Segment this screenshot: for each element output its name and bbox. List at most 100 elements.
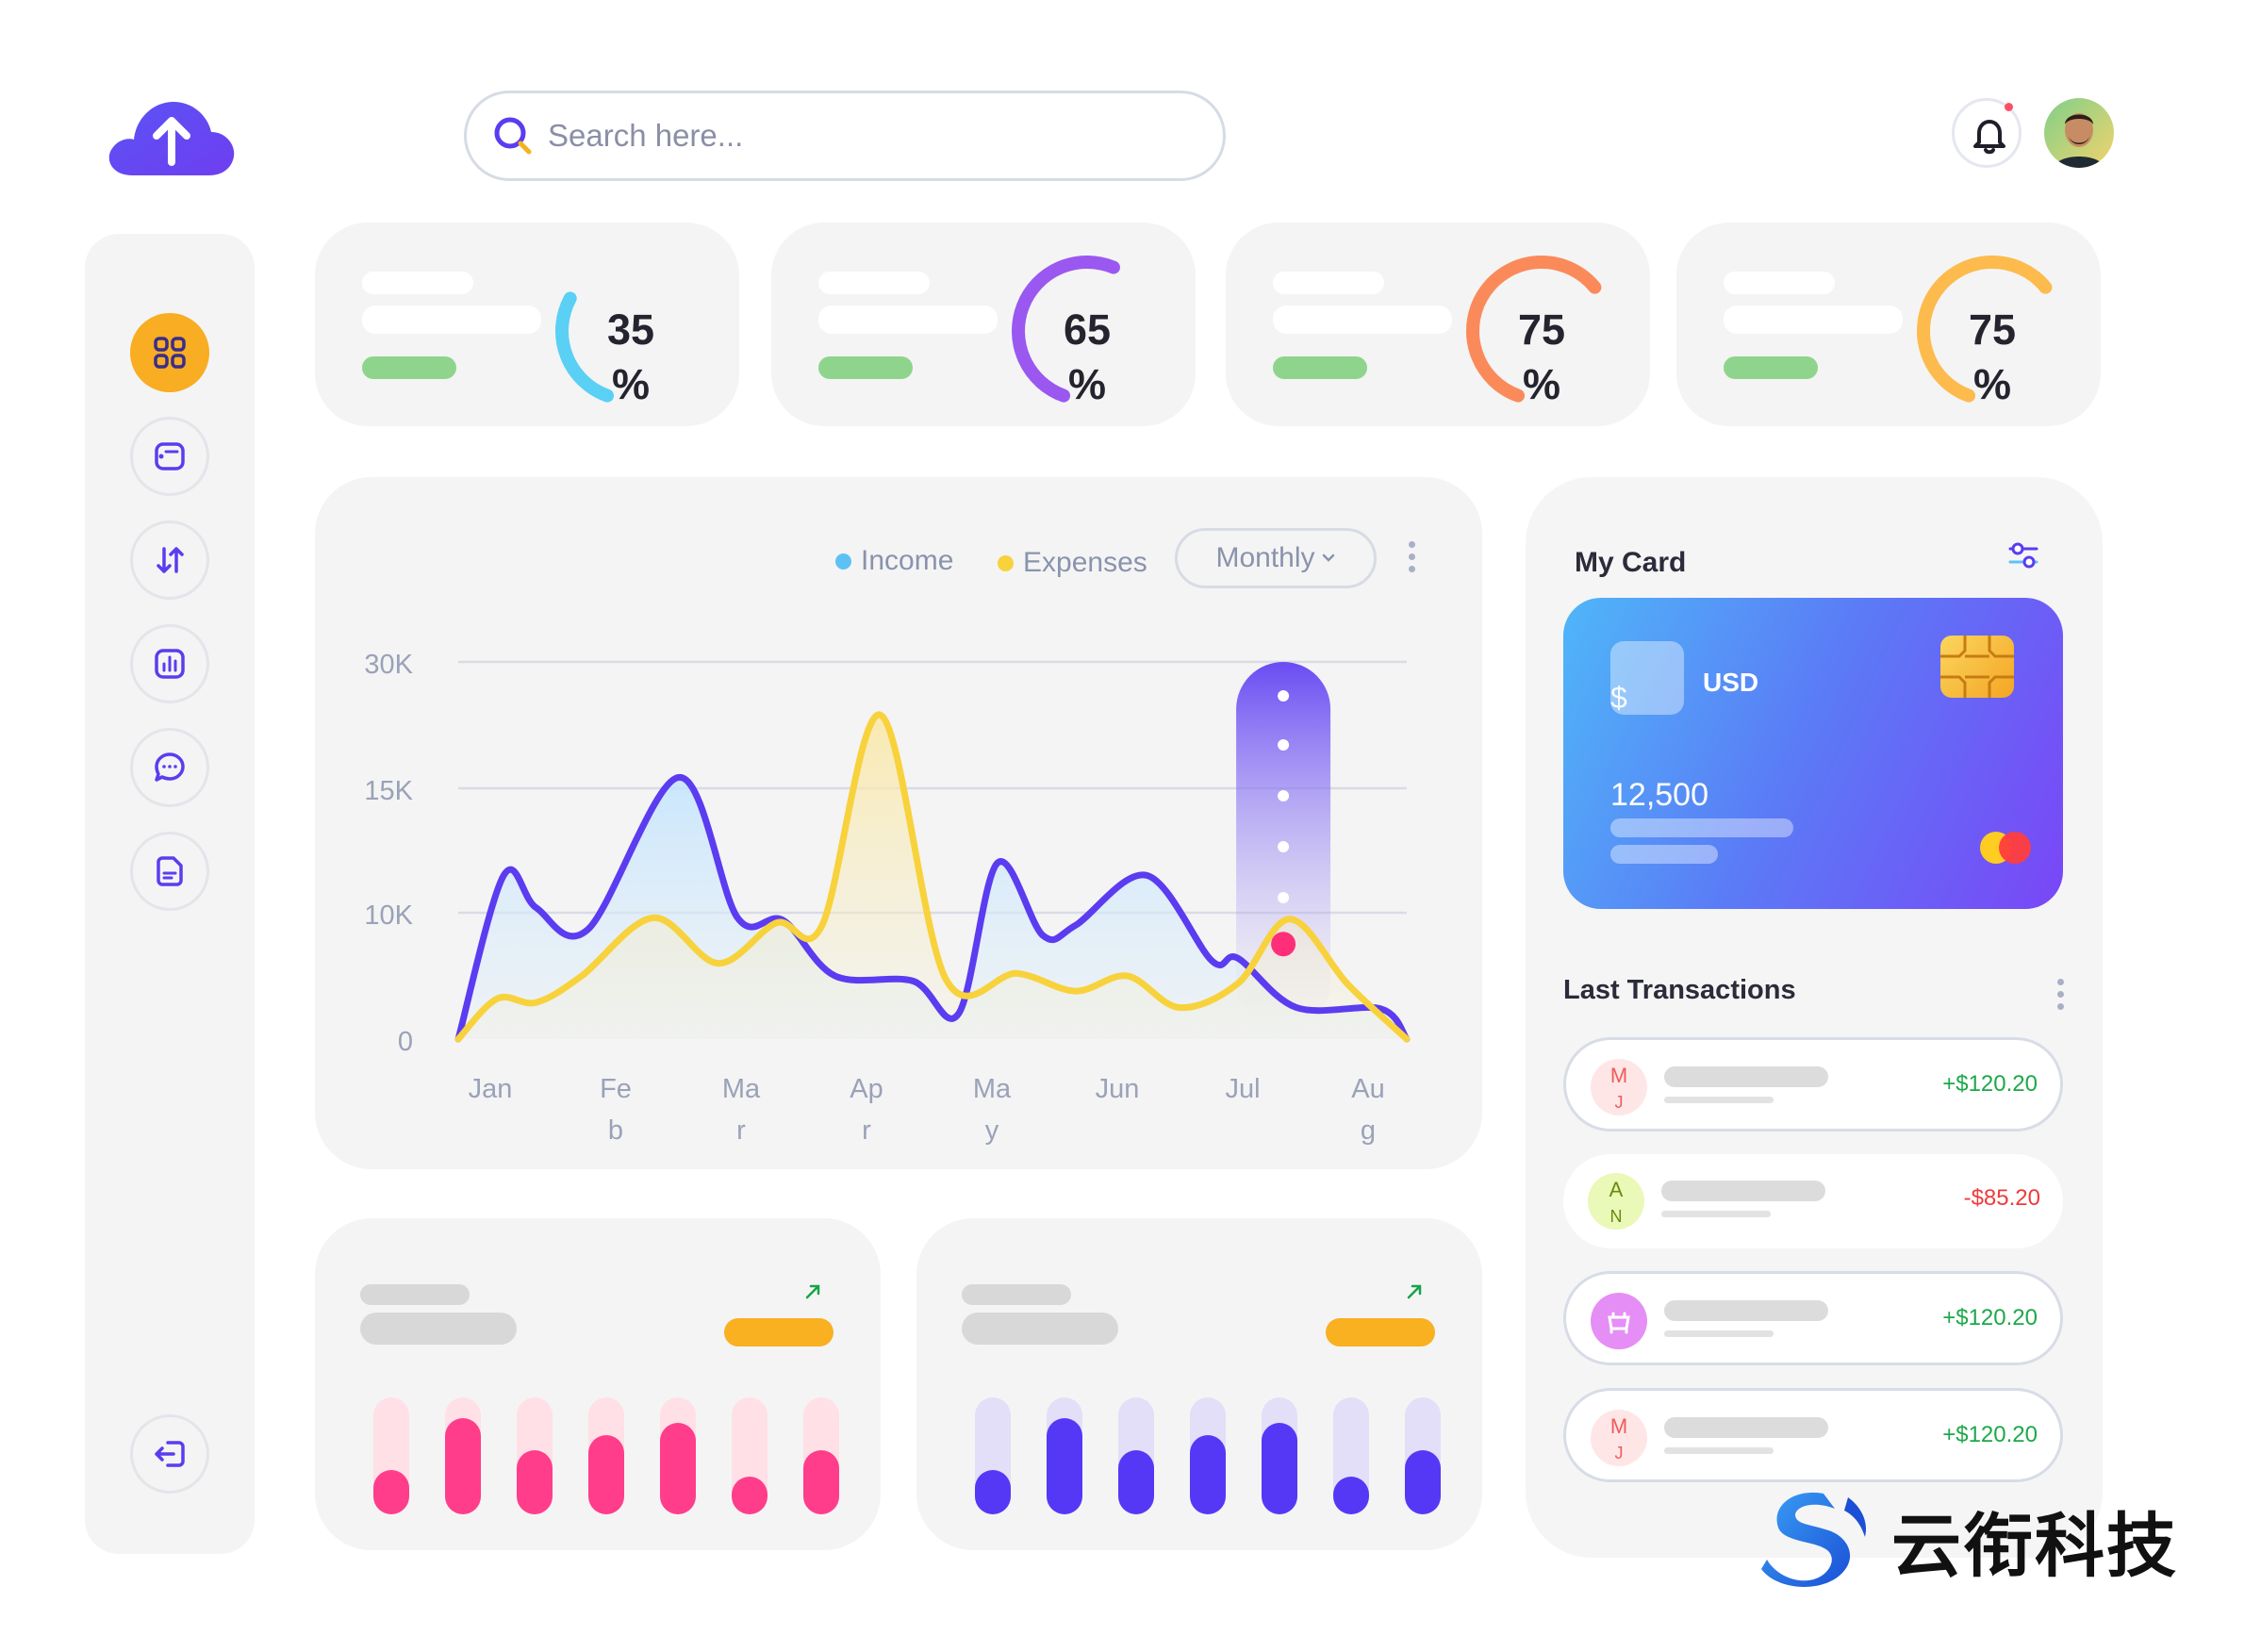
credit-card[interactable]: $ USD 12,500	[1563, 598, 2063, 909]
bar[interactable]	[517, 1397, 553, 1514]
mastercard-icon-red	[1999, 832, 2031, 864]
brand-logo-icon	[1761, 1492, 1867, 1587]
notification-button[interactable]	[1952, 98, 2022, 168]
nav-dashboard[interactable]	[130, 313, 209, 392]
bar[interactable]	[1047, 1397, 1082, 1514]
bar-fill	[975, 1470, 1011, 1514]
card-title-placeholder	[360, 1284, 470, 1305]
transaction-date-placeholder	[1664, 1447, 1774, 1454]
bar[interactable]	[1262, 1397, 1297, 1514]
x-tick-label: Au g	[1351, 1074, 1384, 1146]
bar[interactable]	[803, 1397, 839, 1514]
transaction-name-placeholder	[1664, 1300, 1828, 1321]
stat-trend-placeholder	[1724, 356, 1818, 379]
income-expense-chart-card: Income Expenses Monthly 0 10K 15K 30K Jan Fe b…	[315, 477, 1482, 1169]
search-input[interactable]	[548, 107, 1189, 165]
y-tick-label: 0	[398, 1027, 413, 1057]
gauge-arc	[1466, 256, 1602, 403]
bar[interactable]	[660, 1397, 696, 1514]
stat-unit: %	[1972, 360, 2011, 408]
line-area-chart: 0 10K 15K 30K Jan Fe b Ma r Ap r Ma y Jun Jul Au g	[364, 650, 1411, 1146]
nav-documents[interactable]	[130, 832, 209, 911]
brand-watermark: 云衔科技	[1758, 1488, 2178, 1592]
expenses-dot	[998, 554, 1014, 571]
stat-card[interactable]: 75%	[1676, 223, 2101, 426]
sidebar	[85, 234, 255, 1554]
bar[interactable]	[1118, 1397, 1154, 1514]
chart-icon	[155, 649, 185, 679]
bar[interactable]	[732, 1397, 767, 1514]
stat-unit: %	[1522, 360, 1560, 408]
bar-fill	[445, 1418, 481, 1514]
bar[interactable]	[1190, 1397, 1226, 1514]
period-select[interactable]: Monthly	[1175, 528, 1377, 588]
nav-messages[interactable]	[130, 728, 209, 807]
search-icon	[494, 117, 532, 155]
search-bar[interactable]	[464, 91, 1226, 181]
series-line-expenses	[454, 711, 1411, 1043]
card-value-placeholder	[360, 1313, 517, 1345]
logout-icon	[155, 1441, 185, 1467]
legend-expenses[interactable]: Expenses	[998, 547, 1147, 579]
bar-fill	[1118, 1450, 1154, 1514]
avatar-initial-bottom: J	[1614, 1444, 1624, 1462]
stat-gauge	[1466, 256, 1602, 403]
bar[interactable]	[588, 1397, 624, 1514]
nav-transfer[interactable]	[130, 520, 209, 600]
brand-name: 云衔科技	[1891, 1505, 2178, 1587]
transaction-amount: +$120.20	[1942, 1071, 2038, 1097]
chevron-down-icon	[1322, 553, 1334, 562]
stat-title-placeholder	[818, 272, 930, 294]
bar[interactable]	[1405, 1397, 1441, 1514]
stat-card[interactable]: 75%	[1226, 223, 1650, 426]
card-balance: 12,500	[1610, 777, 1708, 813]
bar-fill	[1262, 1423, 1297, 1514]
transaction-date-placeholder	[1664, 1097, 1774, 1103]
chart-more-menu-icon[interactable]	[1409, 541, 1416, 578]
transaction-amount: +$120.20	[1942, 1422, 2038, 1447]
transaction-amount: +$120.20	[1942, 1305, 2038, 1330]
notification-dot	[2005, 103, 2013, 111]
bar[interactable]	[1333, 1397, 1369, 1514]
bar[interactable]	[373, 1397, 409, 1514]
bar-fill	[588, 1435, 624, 1514]
bar-summary-card[interactable]	[315, 1218, 881, 1550]
card-number-placeholder	[1610, 818, 1793, 837]
bell-icon	[1973, 120, 2005, 155]
transfer-icon	[157, 547, 184, 573]
bar-fill	[1047, 1418, 1082, 1514]
stat-card[interactable]: 35%	[315, 223, 739, 426]
avatar-initial-top: M	[1609, 1414, 1628, 1438]
transaction-row[interactable]: M J +$120.20	[1563, 1388, 2063, 1482]
nav-analytics[interactable]	[130, 624, 209, 703]
legend-income[interactable]: Income	[835, 545, 953, 577]
bar-fill	[1333, 1477, 1369, 1514]
stat-value: 75	[1968, 306, 2017, 354]
card-panel: My Card $ USD 12,500 Last Transactions M…	[1526, 477, 2103, 1558]
bar[interactable]	[445, 1397, 481, 1514]
cloud-upload-logo-icon[interactable]	[104, 92, 236, 177]
stat-value: 65	[1063, 306, 1112, 354]
bar-summary-card[interactable]	[916, 1218, 1482, 1550]
transaction-row[interactable]: A N -$85.20	[1563, 1154, 2063, 1248]
avatar-initial-top: A	[1609, 1178, 1624, 1201]
stat-gauge	[1917, 256, 2053, 403]
transactions-more-menu-icon[interactable]	[2057, 979, 2065, 1016]
stat-card[interactable]: 65%	[771, 223, 1196, 426]
stat-value: 35	[606, 306, 655, 354]
transaction-row[interactable]: M J +$120.20	[1563, 1037, 2063, 1132]
stat-trend-placeholder	[1273, 356, 1367, 379]
nav-logout[interactable]	[130, 1414, 209, 1494]
nav-wallet[interactable]	[130, 417, 209, 496]
bar-fill	[660, 1423, 696, 1514]
transaction-row[interactable]: +$120.20	[1563, 1271, 2063, 1365]
bar[interactable]	[975, 1397, 1011, 1514]
settings-sliders-icon[interactable]	[2005, 537, 2042, 575]
bar-fill	[1405, 1450, 1441, 1514]
x-tick-label: Ap r	[850, 1074, 883, 1146]
user-avatar[interactable]	[2044, 98, 2114, 168]
highlight-point	[1271, 932, 1296, 957]
y-tick-label: 15K	[364, 776, 413, 806]
